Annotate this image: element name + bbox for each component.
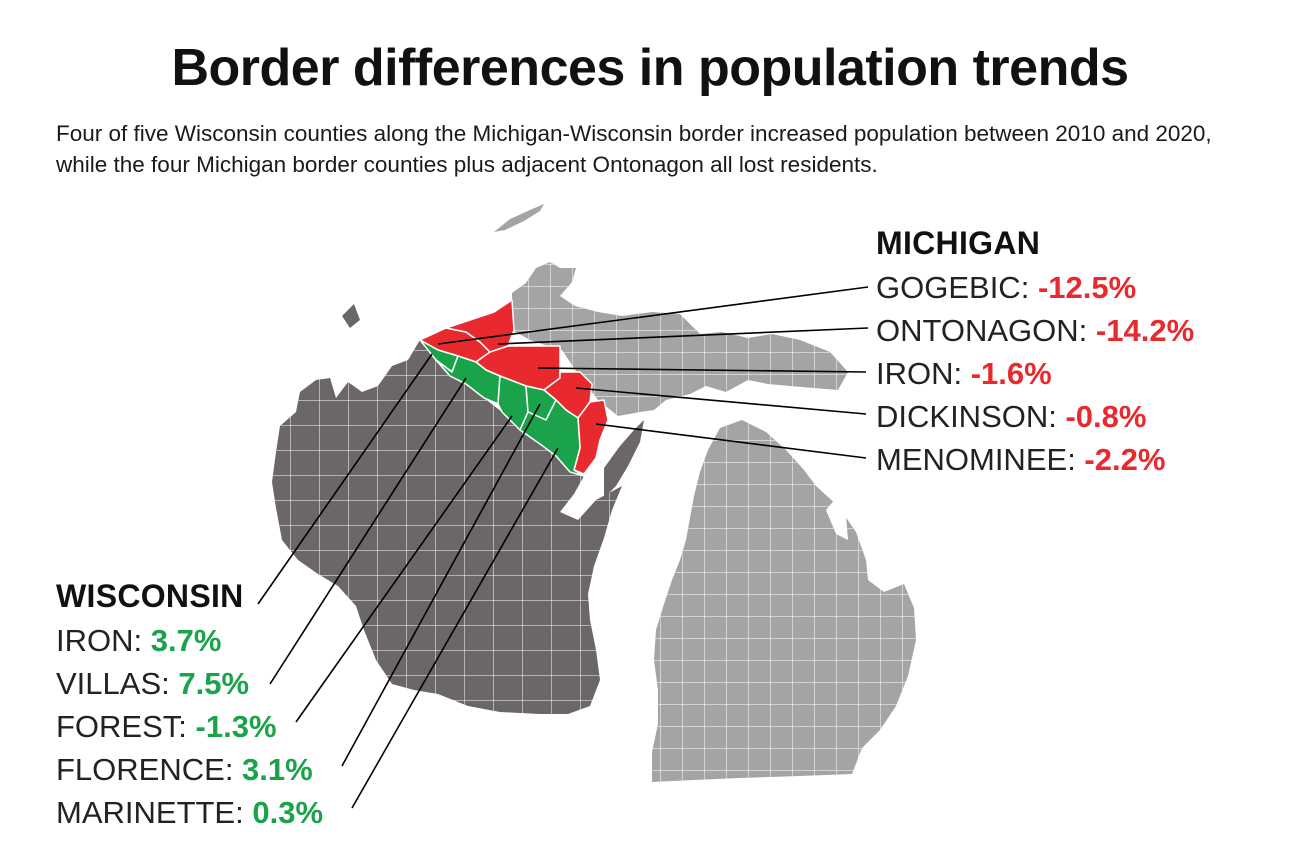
separator: : — [1020, 270, 1038, 305]
change-value: 7.5% — [178, 666, 250, 701]
county-name: VILLAS — [56, 666, 162, 701]
separator: : — [1078, 313, 1096, 348]
door-peninsula-shape — [604, 420, 644, 498]
wisconsin-shape — [272, 304, 622, 714]
separator: : — [1067, 442, 1085, 477]
county-name: ONTONAGON — [876, 313, 1079, 348]
leader-line-gogebic — [437, 286, 869, 345]
separator: : — [1048, 399, 1066, 434]
county-name: FOREST — [56, 709, 179, 744]
change-value: 0.3% — [252, 795, 324, 830]
change-value: 3.1% — [242, 752, 313, 787]
separator: : — [224, 752, 243, 787]
leader-line-marinette — [351, 447, 559, 809]
county-ontonagon — [445, 299, 515, 353]
legend-row-florence: FLORENCE: 3.1% — [56, 748, 323, 791]
wisconsin-highlighted-counties — [419, 339, 585, 477]
separator: : — [953, 356, 971, 391]
leader-lines — [257, 286, 869, 809]
legend-row-villas: VILLAS: 7.5% — [56, 662, 323, 705]
legend-row-iron-wi: IRON: 3.7% — [56, 619, 323, 662]
county-name: MARINETTE — [56, 795, 236, 830]
change-value: -1.3% — [195, 709, 277, 744]
michigan-heading: MICHIGAN — [876, 225, 1041, 261]
county-name: FLORENCE — [56, 752, 225, 787]
michigan-lower-peninsula-shape — [652, 420, 916, 782]
change-value: -0.8% — [1065, 399, 1147, 434]
legend-row-forest: FOREST: -1.3% — [56, 705, 323, 748]
separator: : — [235, 795, 253, 830]
legend-row-gogebic: GOGEBIC: -12.5% — [876, 266, 1194, 309]
change-value: 3.7% — [150, 623, 222, 658]
page-title: Border differences in population trends — [171, 39, 1129, 97]
change-value: -14.2% — [1095, 313, 1195, 348]
legend-row-ontonagon: ONTONAGON: -14.2% — [876, 309, 1194, 352]
change-value: -12.5% — [1037, 270, 1137, 305]
michigan-upper-peninsula-shape — [512, 262, 848, 416]
leader-line-iron-wi — [257, 353, 433, 605]
county-marinette — [519, 399, 585, 477]
legend-row-menominee: MENOMINEE: -2.2% — [876, 438, 1194, 481]
leader-line-forest — [295, 415, 513, 723]
leader-line-dickinson — [575, 387, 867, 415]
county-name: IRON — [876, 356, 954, 391]
page-subtitle: Four of five Wisconsin counties along th… — [56, 121, 1212, 177]
legend-row-marinette: MARINETTE: 0.3% — [56, 791, 323, 834]
leader-line-villas — [269, 377, 467, 685]
county-name: GOGEBIC — [876, 270, 1021, 305]
county-name: DICKINSON — [876, 399, 1049, 434]
leader-line-iron-mi — [537, 367, 867, 373]
change-value: -2.2% — [1084, 442, 1166, 477]
legend-row-dickinson: DICKINSON: -0.8% — [876, 395, 1194, 438]
leader-line-menominee — [595, 423, 867, 459]
separator: : — [178, 709, 196, 744]
separator: : — [133, 623, 151, 658]
county-name: MENOMINEE — [876, 442, 1068, 477]
leader-line-ontonagon — [497, 327, 869, 345]
michigan-highlighted-counties — [419, 299, 609, 475]
county-name: IRON — [56, 623, 134, 658]
change-value: -1.6% — [970, 356, 1052, 391]
wisconsin-legend: WISCONSIN IRON: 3.7% VILLAS: 7.5% FOREST… — [56, 573, 323, 834]
legend-row-iron-mi: IRON: -1.6% — [876, 352, 1194, 395]
wisconsin-heading: WISCONSIN — [56, 578, 244, 614]
michigan-legend: MICHIGAN GOGEBIC: -12.5% ONTONAGON: -14.… — [876, 220, 1194, 481]
separator: : — [161, 666, 179, 701]
isle-royale-shape — [494, 204, 544, 232]
leader-line-florence — [341, 403, 541, 767]
